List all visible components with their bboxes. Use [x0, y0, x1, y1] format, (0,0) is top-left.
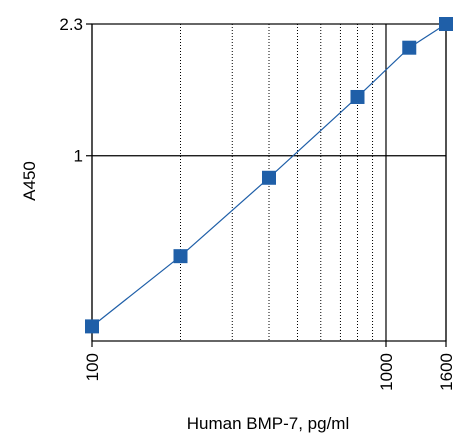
data-point-marker — [262, 170, 276, 185]
y-tick-label: 1 — [74, 147, 83, 166]
data-point-marker — [173, 249, 188, 264]
data-series — [85, 17, 453, 334]
data-point-marker — [85, 319, 99, 334]
y-axis-label: A450 — [20, 161, 39, 201]
plot-frame — [91, 23, 447, 342]
tick-labels: 2.3 1 100 1000 1600 — [59, 15, 456, 391]
x-tick-label: 1600 — [437, 353, 456, 391]
x-tick-label: 100 — [83, 353, 102, 381]
plot-border — [91, 23, 447, 342]
x-axis-label: Human BMP-7, pg/ml — [187, 414, 350, 433]
data-point-marker — [350, 89, 365, 104]
data-point-marker — [402, 40, 417, 55]
data-point-marker — [439, 17, 453, 31]
y-tick-label: 2.3 — [59, 15, 83, 34]
x-tick-label: 1000 — [377, 353, 396, 391]
